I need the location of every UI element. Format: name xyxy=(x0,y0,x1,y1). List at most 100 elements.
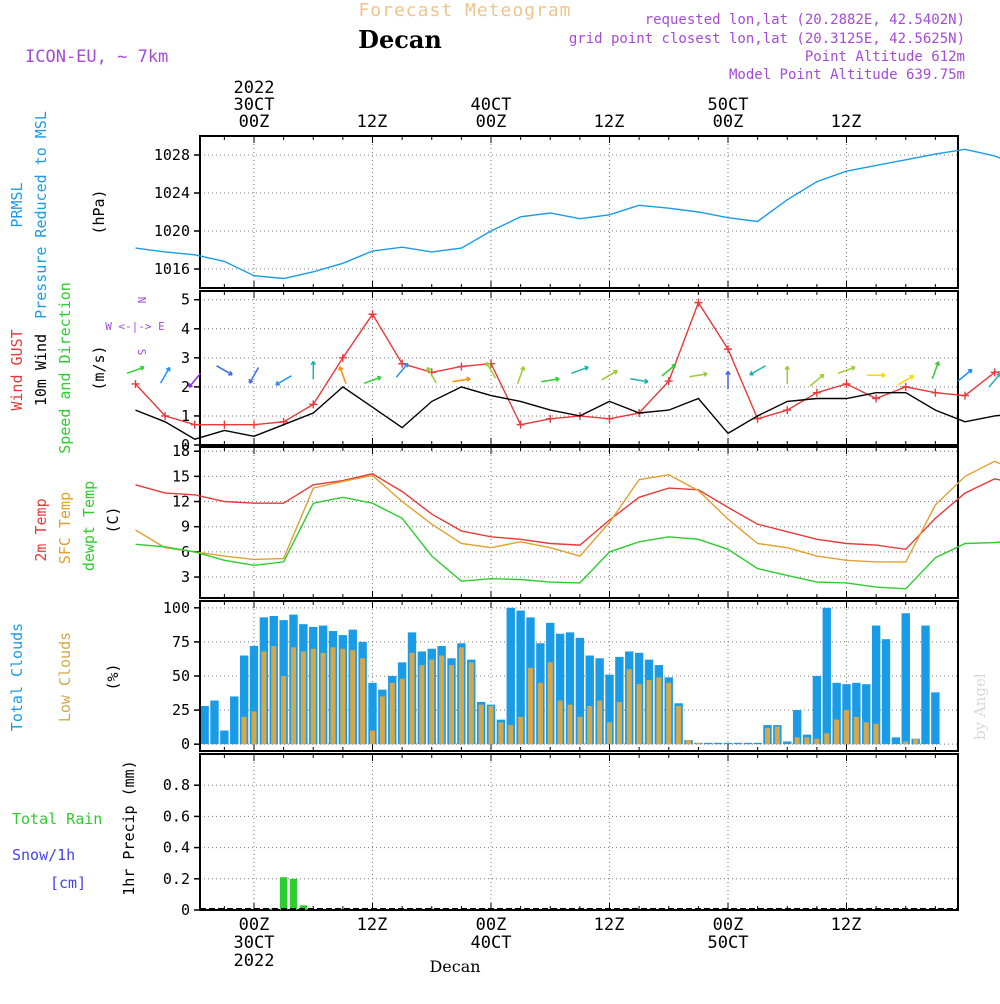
low-cloud-bar xyxy=(242,717,247,744)
wind-gust-line xyxy=(136,303,1000,425)
y-tick-label: 100 xyxy=(163,599,190,617)
panel-frame xyxy=(200,136,958,288)
label-celsius: (C) xyxy=(104,506,122,533)
label-total-clouds: Total Clouds xyxy=(8,623,26,731)
wind-direction-arrow xyxy=(602,371,618,380)
low-cloud-bar xyxy=(686,740,691,744)
low-cloud-bar xyxy=(340,649,345,744)
label-ms: (m/s) xyxy=(90,345,108,390)
low-cloud-bar xyxy=(558,701,563,745)
y-tick-label: 75 xyxy=(172,633,190,651)
low-cloud-bar xyxy=(330,647,335,744)
low-cloud-bar xyxy=(538,683,543,744)
wind-gust-marker xyxy=(220,421,228,429)
y-tick-label: 3 xyxy=(181,349,190,367)
low-cloud-bar xyxy=(281,676,286,744)
y-tick-label: 0 xyxy=(181,901,190,919)
total-cloud-bar xyxy=(734,743,742,744)
total-cloud-bar xyxy=(744,743,752,744)
low-cloud-bar xyxy=(459,647,464,744)
watermark: by Angel xyxy=(971,673,989,740)
wind-gust-marker xyxy=(457,363,465,371)
wind-direction-arrow xyxy=(364,376,381,383)
total-cloud-bar xyxy=(882,639,890,744)
bottom-location: Decan xyxy=(429,957,480,976)
bottom-hour-4: 12Z xyxy=(594,915,625,935)
top-hour-6: 12Z xyxy=(831,112,862,132)
low-cloud-bar xyxy=(291,647,296,744)
wind-direction-arrow xyxy=(311,361,315,379)
top-hour-1: 00Z xyxy=(239,112,270,132)
low-cloud-bar xyxy=(321,653,326,744)
low-cloud-bar xyxy=(469,662,474,744)
low-cloud-bar xyxy=(696,743,701,744)
wind-gust-marker xyxy=(694,299,702,307)
label-precip-axis: 1hr Precip (mm) xyxy=(120,760,138,895)
low-cloud-bar xyxy=(311,649,316,744)
wind-direction-arrow xyxy=(453,377,471,382)
panel-frame xyxy=(200,447,958,598)
low-cloud-bar xyxy=(597,701,602,745)
wind-direction-arrow xyxy=(518,367,525,384)
wind-direction-arrow xyxy=(189,373,201,387)
wind-gust-marker xyxy=(724,345,732,353)
label-total-rain: Total Rain xyxy=(12,810,102,828)
wind-gust-marker xyxy=(546,415,554,423)
wind-direction-arrow xyxy=(810,375,824,387)
compass-s: S xyxy=(135,349,148,356)
wind-direction-arrow xyxy=(690,372,708,377)
wind-direction-arrow xyxy=(958,370,972,382)
low-cloud-bar xyxy=(627,669,632,744)
low-cloud-bar xyxy=(350,650,355,744)
wind-direction-arrow xyxy=(249,368,258,384)
wind-direction-arrow xyxy=(276,376,292,385)
low-cloud-bar xyxy=(903,741,908,744)
label-dewpt-temp: dewpt Temp xyxy=(80,481,98,571)
point-altitude: Point Altitude 612m xyxy=(805,49,965,65)
wind-direction-arrow xyxy=(339,367,346,384)
model-label: ICON-EU, ~ 7km xyxy=(25,47,168,67)
low-cloud-bar xyxy=(666,683,671,744)
y-tick-label: 9 xyxy=(181,518,190,536)
rain-bar xyxy=(280,877,287,910)
label-pressure-msl: Pressure Reduced to MSL xyxy=(32,111,50,319)
low-cloud-bar xyxy=(498,722,503,744)
low-cloud-bar xyxy=(439,656,444,745)
low-cloud-bar xyxy=(518,717,523,744)
compass-we: W <-|-> E xyxy=(105,320,165,333)
bottom-hour-3: 00Z xyxy=(476,915,507,935)
total-cloud-bar xyxy=(210,701,218,745)
low-cloud-bar xyxy=(804,737,809,744)
bottom-hour-6: 12Z xyxy=(831,915,862,935)
bottom-date-2: 40CT xyxy=(471,933,512,953)
y-tick-label: 1016 xyxy=(154,260,190,278)
low-cloud-bar xyxy=(370,731,375,745)
compass-n: N xyxy=(135,297,148,304)
bottom-date-3: 50CT xyxy=(708,933,749,953)
wind-gust-marker xyxy=(843,380,851,388)
wind-direction-arrow xyxy=(630,379,648,384)
low-cloud-bar xyxy=(380,696,385,744)
wind-speed-line xyxy=(136,387,1000,439)
total-cloud-bar xyxy=(230,696,238,744)
low-cloud-bar xyxy=(271,646,276,744)
wind-gust-marker xyxy=(813,389,821,397)
low-cloud-bar xyxy=(854,717,859,744)
dewpoint-line xyxy=(136,497,1000,589)
low-cloud-bar xyxy=(913,739,918,744)
low-cloud-bar xyxy=(488,706,493,744)
y-tick-label: 0.2 xyxy=(163,870,190,888)
low-cloud-bar xyxy=(429,660,434,745)
rain-bar xyxy=(290,879,297,910)
wind-direction-arrow xyxy=(541,377,559,382)
label-snow: Snow/1h xyxy=(12,846,75,864)
low-cloud-bar xyxy=(656,677,661,744)
low-cloud-bar xyxy=(874,724,879,744)
t2m-line xyxy=(136,474,1000,550)
low-cloud-bar xyxy=(390,683,395,744)
low-cloud-bar xyxy=(409,653,414,744)
wind-direction-arrow xyxy=(161,368,170,384)
low-cloud-bar xyxy=(449,665,454,744)
